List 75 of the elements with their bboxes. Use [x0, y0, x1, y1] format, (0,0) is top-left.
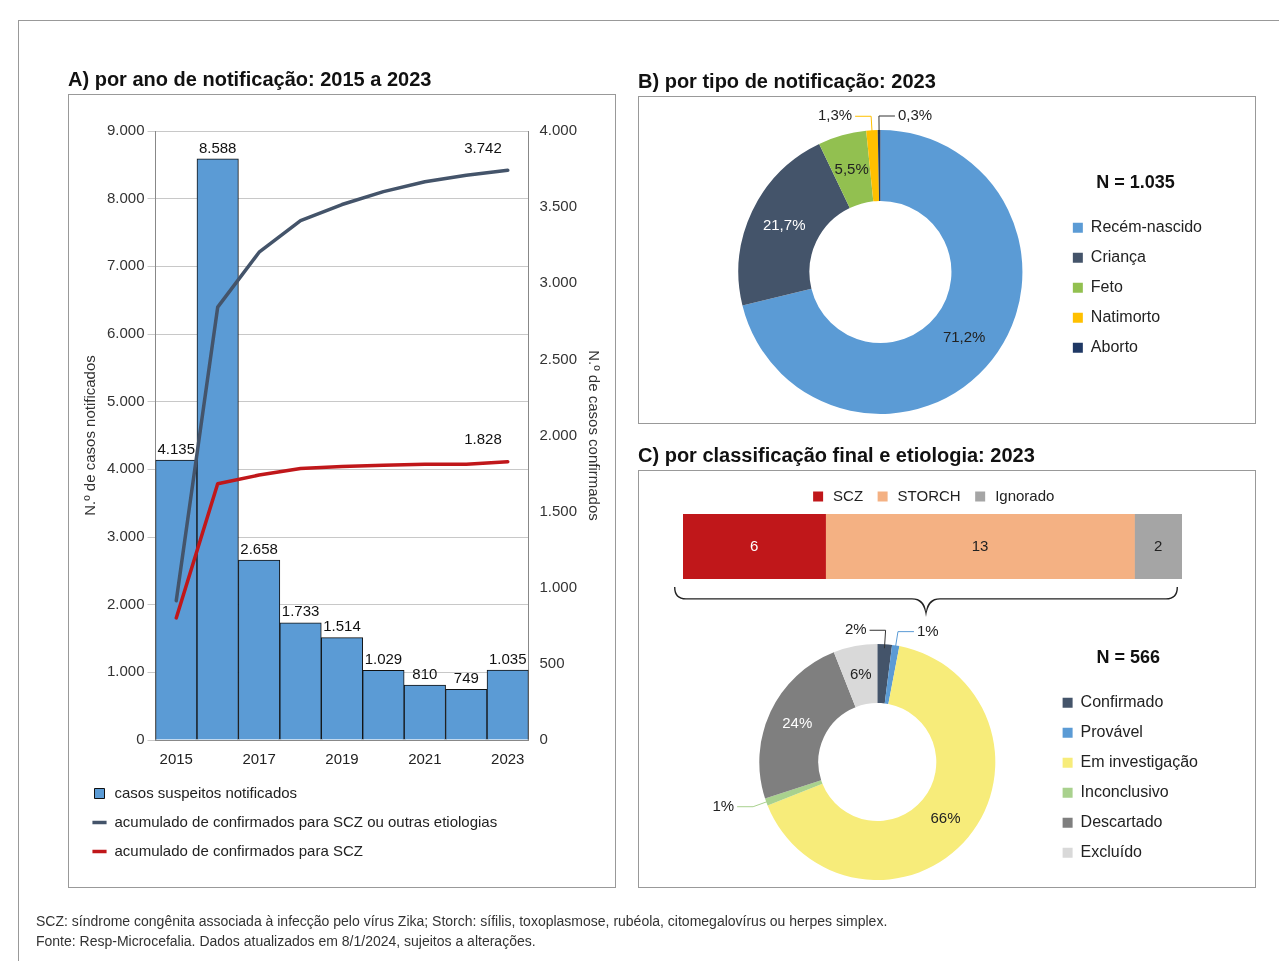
legend-title: N = 1.035 [1096, 172, 1175, 193]
data-label: 1.828 [464, 430, 502, 448]
y2-tick-label: 3.500 [539, 197, 578, 215]
data-label: 8.588 [198, 138, 237, 156]
data-label: 1.029 [364, 650, 403, 668]
y-tick-label: 0 [136, 730, 145, 748]
data-label: 5,5% [834, 159, 869, 177]
legend-title: N = 566 [1096, 647, 1161, 668]
data-label: 21,7% [762, 216, 806, 234]
legend-label: Descartado [1080, 813, 1163, 831]
x-tick-label: 2017 [242, 750, 276, 768]
y2-axis-title: N.º de casos confirmados [585, 350, 603, 521]
data-label: 2.658 [240, 539, 278, 557]
legend-label: Inconclusivo [1080, 783, 1169, 801]
data-label: 1.514 [323, 617, 361, 635]
data-label: 810 [412, 664, 438, 682]
y2-tick-label: 1.500 [539, 501, 578, 519]
data-label: 749 [453, 668, 479, 686]
x-tick-label: 2023 [491, 750, 525, 768]
data-label: 66% [930, 808, 961, 826]
legend-label: STORCH [897, 486, 961, 504]
legend-label: Excluído [1080, 843, 1143, 861]
y-axis-title: N.º de casos notificados [81, 355, 99, 516]
text: SCZ: síndrome congênita associada à infecção pelo vírus Zika; Storch: sífilis, toxoplasmose, rubéola, citomegalovírus ou herpes simplex. [36, 912, 888, 931]
data-label: 3.742 [464, 138, 502, 156]
legend-label: acumulado de confirmados para SCZ ou outras etiologias [114, 812, 498, 830]
legend-label: Em investigação [1080, 753, 1199, 771]
y2-tick-label: 3.000 [539, 273, 578, 291]
legend-label: Provável [1080, 723, 1143, 741]
chart-title: B) por tipo de notificação: 2023 [638, 69, 937, 94]
legend-label: Ignorado [995, 486, 1055, 504]
y-tick-label: 9.000 [106, 121, 145, 139]
data-label: 1% [712, 796, 735, 814]
legend-label: Natimorto [1090, 308, 1161, 326]
y-tick-label: 3.000 [106, 527, 145, 545]
y-tick-label: 5.000 [106, 391, 145, 409]
chart-title: C) por classificação final e etiologia: 2023 [638, 443, 1036, 468]
y-tick-label: 2.000 [106, 594, 145, 612]
x-tick-label: 2015 [159, 750, 193, 768]
data-label: 13 [971, 536, 989, 554]
x-tick-label: 2021 [408, 750, 442, 768]
data-label: 6 [750, 536, 759, 554]
data-label: 2% [844, 620, 867, 638]
y2-tick-label: 500 [539, 654, 565, 672]
y-tick-label: 4.000 [106, 459, 145, 477]
legend-label: Criança [1090, 248, 1147, 266]
source-note: Fonte: Resp-Microcefalia. Dados atualizados em 8/1/2024, sujeitos a alterações. [36, 932, 537, 951]
data-label: 1.733 [281, 602, 320, 620]
data-label: 1,3% [817, 106, 853, 124]
chart-title: A) por ano de notificação: 2015 a 2023 [68, 67, 433, 92]
legend-label: Aborto [1090, 338, 1139, 356]
x-tick-label: 2019 [325, 750, 359, 768]
legend-label: Recém-nascido [1090, 218, 1203, 236]
data-label: 4.135 [157, 439, 196, 457]
y-tick-label: 8.000 [106, 188, 145, 206]
legend-label: Confirmado [1080, 693, 1164, 711]
data-label: 71,2% [942, 327, 986, 345]
legend-label: SCZ [833, 486, 864, 504]
y-tick-label: 6.000 [106, 324, 145, 342]
data-label: 2 [1154, 536, 1163, 554]
y-tick-label: 1.000 [106, 662, 145, 680]
y2-tick-label: 0 [539, 730, 548, 748]
data-label: 1% [916, 621, 939, 639]
data-label: 0,3% [897, 106, 933, 124]
data-label: 6% [849, 665, 872, 683]
legend-label: casos suspeitos notificados [114, 783, 298, 801]
y2-tick-label: 4.000 [539, 121, 578, 139]
legend-label: Feto [1090, 278, 1123, 296]
y2-tick-label: 2.000 [539, 425, 578, 443]
y-tick-label: 7.000 [106, 256, 145, 274]
data-label: 1.035 [488, 649, 527, 667]
legend-label: acumulado de confirmados para SCZ [114, 841, 363, 859]
y2-tick-label: 2.500 [539, 349, 578, 367]
data-label: 24% [782, 714, 813, 732]
y2-tick-label: 1.000 [539, 577, 578, 595]
